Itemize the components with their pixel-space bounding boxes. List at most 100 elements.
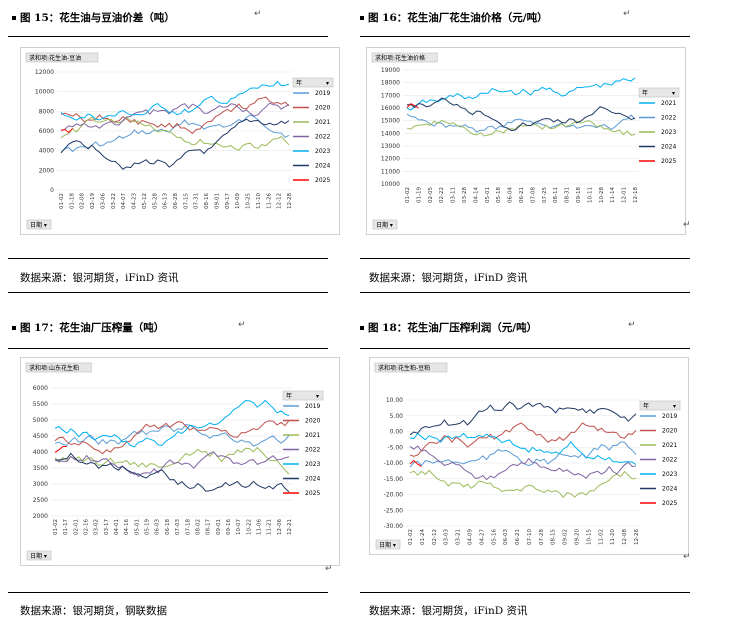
legend-item-2019: 2019 [305,403,320,410]
x-tick-label: 12-18 [633,187,639,203]
svg-text:日期 ▾: 日期 ▾ [379,541,396,549]
y-tick-label: -15.00 [384,476,404,483]
x-tick-label: 04-16 [124,519,130,535]
x-tick-label: 09-16 [226,519,232,535]
date-filter-button: 日期 ▾ [26,219,52,230]
date-filter-button: 日期 ▾ [372,219,398,230]
field-button: 求和项:花生油-豆油 [25,52,99,63]
chart-15-box: 求和项:花生油-豆油 12000 10000 8000 6000 4000 2000 0 01-… [20,47,340,235]
mid-rule-left-3 [8,348,328,349]
x-tick-label: 10-25 [246,193,252,209]
x-tick-label: 12-12 [277,193,283,209]
x-tick-label: 09-20 [575,529,581,545]
legend-item-2020: 2020 [315,105,330,112]
legend-item-2025: 2025 [315,177,330,184]
x-tick-label: 05-16 [491,529,497,545]
mid-rule-left-1 [8,258,328,259]
x-tick-label: 01-18 [69,193,75,209]
y-tick-label: 13000 [381,143,400,150]
series-line-2021 [409,469,637,498]
x-tick-label: 03-02 [94,519,100,535]
x-tick-label: 07-08 [530,187,536,203]
series-line-2022 [60,102,290,132]
y-tick-label: 2000 [39,167,54,174]
series-line-2022 [54,451,290,478]
x-tick-label: 03-22 [111,193,117,209]
legend-item-2023: 2023 [661,129,676,136]
x-tick-label: 02-16 [84,519,90,535]
legend-item-2025: 2025 [305,490,320,497]
field-button: 求和项:山东花生粕 [25,362,92,373]
x-tick-label: 01-02 [59,193,65,209]
y-tick-label: 0.00 [390,429,404,436]
series-line-2022 [406,113,636,133]
x-tick-label: 06-03 [155,519,161,535]
x-tick-label: 11-06 [256,519,262,535]
x-tick-label: 01-19 [416,187,422,203]
return-mark: ↵ [683,220,691,230]
series-line-2024 [60,118,290,170]
legend-header: 年 [296,79,302,87]
chart-17-svg: 求和项:山东花生粕 6000 5500 5000 4500 4000 3500 3000 250… [25,362,324,561]
y-tick-label: 4000 [33,449,48,456]
svg-text:▾: ▾ [672,90,675,97]
svg-text:▾: ▾ [673,403,676,410]
y-tick-label: -25.00 [384,507,404,514]
y-tick-label: -30.00 [384,523,404,530]
figure-16-source: 数据来源：银河期货，iFinD 资讯 [369,272,528,284]
x-tick-label: 03-11 [451,187,457,203]
y-tick-label: 2500 [33,497,48,504]
field-label: 求和项:花生油-豆油 [29,54,81,62]
return-mark: ↵ [254,9,262,19]
y-tick-label: 14000 [381,130,400,137]
y-tick-label: 3000 [33,481,48,488]
x-tick-label: 05-01 [485,187,491,203]
figure-15-source: 数据来源：银河期货，iFinD 资讯 [20,272,179,284]
legend-header: 年 [286,392,292,400]
top-rule-right [360,36,690,37]
svg-text:日期 ▾: 日期 ▾ [30,552,47,560]
x-tick-label: 12-28 [287,193,293,209]
x-tick-label: 10-22 [246,519,252,535]
legend-item-2023: 2023 [662,471,677,478]
x-tick-label: 07-18 [185,519,191,535]
legend-item-2024: 2024 [315,163,330,170]
x-tick-label: 02-01 [73,519,79,535]
chart-18-svg: 求和项:花生粕-豆粕 10.00 5.00 0.00 -5.00 -10.00 -15.00… [374,362,681,550]
x-tick-label: 09-01 [214,193,220,209]
legend-item-2022: 2022 [315,134,330,141]
x-tick-label: 02-12 [432,529,438,545]
legend-item-2021: 2021 [661,100,676,107]
x-tick-label: 02-08 [80,193,86,209]
y-tick-label: 5.00 [390,413,404,420]
series-line-2022 [409,445,637,481]
legend-item-2021: 2021 [305,432,320,439]
date-filter-button: 日期 ▾ [26,550,52,561]
x-tick-label: 01-24 [420,529,426,545]
legend-item-2024: 2024 [305,476,320,483]
y-tick-label: -20.00 [384,492,404,499]
x-tick-label: 06-21 [515,529,521,545]
y-tick-label: 18000 [381,80,400,87]
legend-item-2021: 2021 [315,119,330,126]
x-tick-label: 03-06 [100,193,106,209]
y-tick-label: 6000 [39,128,54,135]
return-mark: ↵ [238,320,246,330]
date-filter-button: 日期 ▾ [375,539,401,550]
legend-item-2024: 2024 [661,144,676,151]
y-tick-label: 5000 [33,417,48,424]
series-line-2021 [60,116,290,151]
x-tick-label: 09-17 [225,193,231,209]
x-tick-label: 11-21 [267,519,273,535]
x-tick-label: 02-22 [439,187,445,203]
legend-item-2022: 2022 [661,115,676,122]
x-tick-label: 09-01 [216,519,222,535]
legend-item-2021: 2021 [662,442,677,449]
figure-17-title: 图 17：花生油厂压榨量（吨） [12,320,164,335]
x-tick-label: 03-03 [444,529,450,545]
legend-item-2020: 2020 [662,428,677,435]
legend-header: 年 [642,89,648,97]
legend-item-2022: 2022 [305,447,320,454]
x-tick-label: 04-09 [467,529,473,545]
x-tick-label: 03-28 [462,187,468,203]
